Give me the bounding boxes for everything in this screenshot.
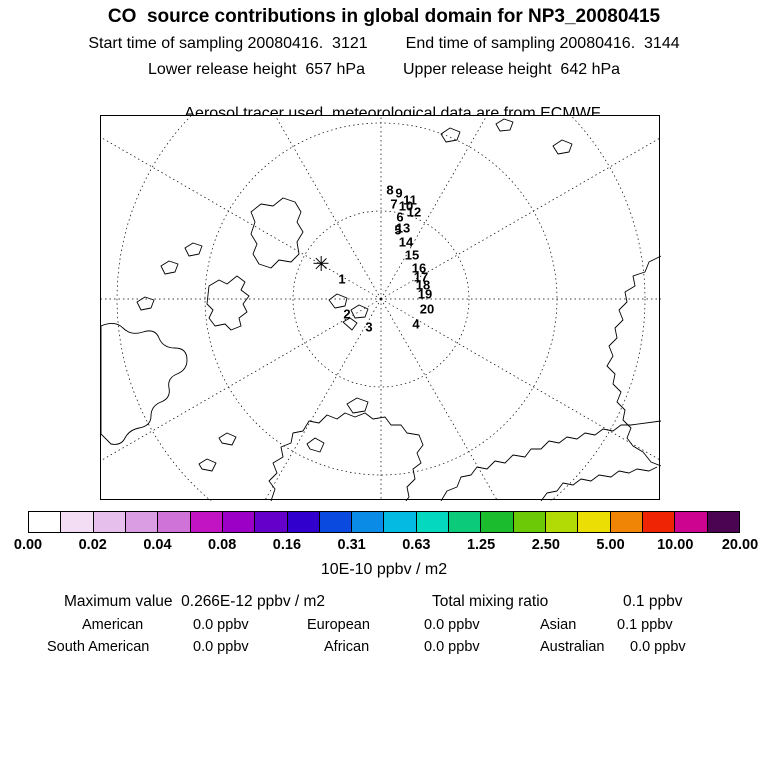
colorbar-segment <box>480 512 513 532</box>
colorbar-segment <box>189 512 222 532</box>
european-label: European <box>307 617 370 633</box>
colorbar <box>28 511 740 533</box>
colorbar-segment <box>415 512 449 532</box>
trajectory-point-label: 19 <box>417 286 433 302</box>
australian-value: 0.0 ppbv <box>630 639 686 655</box>
american-value: 0.0 ppbv <box>193 617 249 633</box>
asian-label: Asian <box>540 617 577 633</box>
start-time-text: Start time of sampling 20080416. 3121 <box>88 35 368 52</box>
map-panel: 1 2 3 4 5 6 7 8 9 10 11 12 13 14 15 16 17 18 19 20 <box>100 115 661 501</box>
colorbar-segment <box>577 512 610 532</box>
colorbar-segment <box>706 512 739 532</box>
south-american-value: 0.0 ppbv <box>193 639 249 655</box>
colorbar-tick-label: 10.00 <box>657 537 694 553</box>
coastlines <box>101 118 661 501</box>
upper-release-text: Upper release height 642 hPa <box>403 61 621 78</box>
trajectory-point-label: 20 <box>419 301 435 317</box>
colorbar-tick-label: 0.63 <box>402 537 431 553</box>
trajectory-point-label: 6 <box>396 209 404 225</box>
colorbar-segment <box>674 512 707 532</box>
colorbar-tick-label: 2.50 <box>531 537 560 553</box>
colorbar-segment <box>92 512 125 532</box>
african-label: African <box>324 639 370 655</box>
trajectory-point-label: 4 <box>412 316 420 332</box>
map-overlay: 1 2 3 4 5 6 7 8 9 10 11 12 13 14 15 16 17 18 19 20 <box>101 116 659 499</box>
colorbar-segment <box>254 512 287 532</box>
colorbar-tick-label: 0.16 <box>272 537 302 553</box>
sampling-times-row: Start time of sampling 20080416. 3121 En… <box>0 35 768 53</box>
colorbar-segment <box>641 512 675 532</box>
trajectory-point-label: 1 <box>338 271 346 287</box>
trajectory-point-label: 17 <box>413 269 429 285</box>
colorbar-segment <box>221 512 255 532</box>
colorbar-tick-label: 0.31 <box>337 537 366 553</box>
colorbar-segment <box>545 512 578 532</box>
lower-release-text: Lower release height 657 hPa <box>147 61 365 78</box>
total-mixing-ratio-value: 0.1 ppbv <box>623 593 683 610</box>
trajectory-point-label: 5 <box>394 222 402 238</box>
colorbar-tick-label: 0.04 <box>143 537 172 553</box>
graticule <box>101 116 661 501</box>
colorbar-segment <box>383 512 416 532</box>
end-time-text: End time of sampling 20080416. 3144 <box>405 35 680 52</box>
trajectory-point-label: 16 <box>411 260 427 276</box>
trajectory-point-label: 8 <box>386 182 394 198</box>
colorbar-tick-label: 0.00 <box>13 537 43 553</box>
colorbar-segment <box>351 512 384 532</box>
colorbar-segment <box>318 512 352 532</box>
trajectory-point-label: 15 <box>404 247 420 263</box>
trajectory-point-label: 14 <box>398 234 414 250</box>
trajectory-point-label: 11 <box>403 192 417 208</box>
trajectory-point-label: 3 <box>365 319 373 335</box>
colorbar-segment <box>609 512 642 532</box>
trajectory-point-label: 10 <box>398 198 414 214</box>
south-american-label: South American <box>47 639 150 655</box>
release-location-marker <box>313 255 329 271</box>
trajectory-point-label: 2 <box>343 306 351 322</box>
colorbar-segment <box>124 512 158 532</box>
colorbar-ticks: 0.00 0.02 0.04 0.08 0.16 0.31 0.63 1.25 2.50 5.00… <box>0 537 768 555</box>
total-mixing-ratio-label: Total mixing ratio <box>432 593 549 610</box>
figure-title: CO source contributions in global domain… <box>107 6 661 27</box>
australian-label: Australian <box>540 639 605 655</box>
colorbar-segment <box>157 512 190 532</box>
american-label: American <box>82 617 144 633</box>
trajectory-point-label: 7 <box>390 196 398 212</box>
european-value: 0.0 ppbv <box>424 617 480 633</box>
colorbar-segment <box>29 512 61 532</box>
colorbar-segment <box>60 512 93 532</box>
trajectory-point-label: 18 <box>415 277 431 293</box>
colorbar-unit: 10E-10 ppbv / m2 <box>320 561 448 578</box>
asian-value: 0.1 ppbv <box>617 617 673 633</box>
trajectory-point-label: 13 <box>395 220 411 236</box>
african-value: 0.0 ppbv <box>424 639 480 655</box>
colorbar-segment <box>448 512 481 532</box>
colorbar-segment <box>286 512 319 532</box>
release-heights-row: Lower release height 657 hPa Upper relea… <box>0 61 768 79</box>
colorbar-tick-label: 5.00 <box>596 537 625 553</box>
trajectory-point-label: 9 <box>395 185 403 201</box>
maximum-value-text: Maximum value 0.266E-12 ppbv / m2 <box>64 593 326 610</box>
colorbar-tick-label: 1.25 <box>466 537 496 553</box>
colorbar-tick-label: 20.00 <box>721 537 759 553</box>
colorbar-tick-label: 0.08 <box>208 537 237 553</box>
colorbar-tick-label: 0.02 <box>78 537 107 553</box>
polar-map <box>101 116 661 501</box>
colorbar-segment <box>512 512 545 532</box>
trajectory-point-label: 12 <box>406 204 422 220</box>
